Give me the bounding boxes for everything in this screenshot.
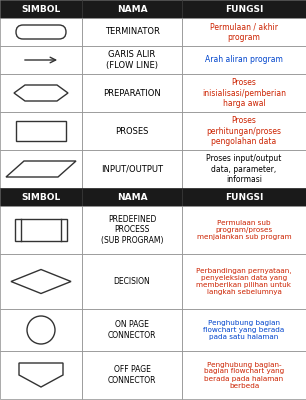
Bar <box>16 121 66 141</box>
Text: ON PAGE
CONNECTOR: ON PAGE CONNECTOR <box>108 320 156 340</box>
Text: Penghubung bagian
flowchart yang berada
pada satu halaman: Penghubung bagian flowchart yang berada … <box>203 320 285 340</box>
Text: Permulaan sub
program/proses
menjalankan sub program: Permulaan sub program/proses menjalankan… <box>197 220 291 240</box>
Text: PREPARATION: PREPARATION <box>103 88 161 98</box>
Bar <box>82 74 182 112</box>
Text: Proses
perhitungan/proses
pengolahan data: Proses perhitungan/proses pengolahan dat… <box>207 116 282 146</box>
Bar <box>182 254 306 309</box>
Bar <box>0 351 82 399</box>
Bar <box>0 46 82 74</box>
Bar <box>182 150 306 188</box>
Text: SIMBOL: SIMBOL <box>21 192 61 202</box>
Text: NAMA: NAMA <box>117 192 147 202</box>
Bar <box>82 46 182 74</box>
Bar <box>0 150 82 188</box>
Text: GARIS ALIR
(FLOW LINE): GARIS ALIR (FLOW LINE) <box>106 50 158 70</box>
Bar <box>182 188 306 206</box>
Text: Proses
inisialisasi/pemberian
harga awal: Proses inisialisasi/pemberian harga awal <box>202 78 286 108</box>
Bar <box>182 46 306 74</box>
Bar <box>182 309 306 351</box>
Bar <box>82 112 182 150</box>
Bar <box>0 74 82 112</box>
Text: Proses input/output
data, parameter,
informasi: Proses input/output data, parameter, inf… <box>206 154 282 184</box>
Text: TERMINATOR: TERMINATOR <box>105 28 159 36</box>
Bar <box>182 74 306 112</box>
Bar <box>182 0 306 18</box>
Bar <box>82 351 182 399</box>
Text: Perbandingan pernyataan,
penyeleksian data yang
memberikan pilihan untuk
langkah: Perbandingan pernyataan, penyeleksian da… <box>196 268 292 295</box>
Text: Arah aliran program: Arah aliran program <box>205 56 283 64</box>
Bar <box>0 112 82 150</box>
Bar <box>0 309 82 351</box>
Bar <box>0 18 82 46</box>
Bar <box>182 351 306 399</box>
Bar <box>82 254 182 309</box>
Bar <box>0 254 82 309</box>
Text: PREDEFINED
PROCESS
(SUB PROGRAM): PREDEFINED PROCESS (SUB PROGRAM) <box>101 215 163 245</box>
Text: PROSES: PROSES <box>115 126 149 136</box>
Text: DECISION: DECISION <box>114 277 150 286</box>
Bar <box>182 18 306 46</box>
Bar <box>182 206 306 254</box>
Bar <box>82 0 182 18</box>
Text: SIMBOL: SIMBOL <box>21 4 61 14</box>
Text: INPUT/OUTPUT: INPUT/OUTPUT <box>101 164 163 174</box>
Bar <box>82 206 182 254</box>
Bar <box>0 0 82 18</box>
Text: Penghubung bagian-
bagian flowchart yang
berada pada halaman
berbeda: Penghubung bagian- bagian flowchart yang… <box>204 362 284 388</box>
Text: NAMA: NAMA <box>117 4 147 14</box>
Text: Permulaan / akhir
program: Permulaan / akhir program <box>210 22 278 42</box>
Text: OFF PAGE
CONNECTOR: OFF PAGE CONNECTOR <box>108 365 156 385</box>
Bar <box>82 18 182 46</box>
Text: FUNGSI: FUNGSI <box>225 4 263 14</box>
Bar <box>15 219 67 241</box>
Bar <box>82 309 182 351</box>
Bar <box>182 112 306 150</box>
Text: FUNGSI: FUNGSI <box>225 192 263 202</box>
Bar <box>0 188 82 206</box>
Bar <box>82 150 182 188</box>
Bar <box>82 188 182 206</box>
Bar <box>0 206 82 254</box>
